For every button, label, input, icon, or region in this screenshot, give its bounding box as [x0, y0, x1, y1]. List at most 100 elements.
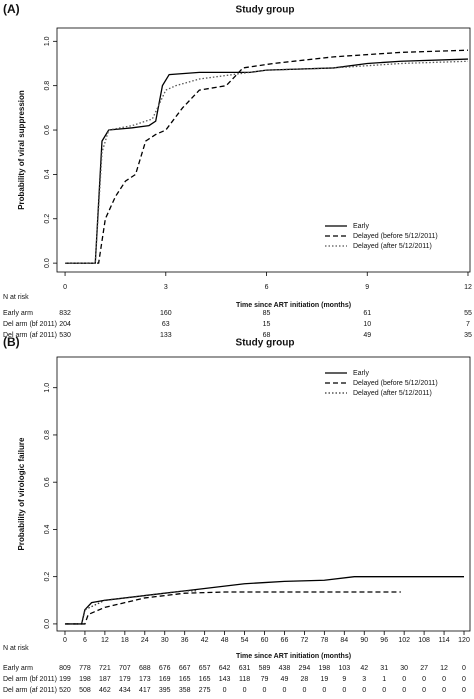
risk-count: 1: [382, 676, 386, 683]
risk-count: 179: [119, 676, 131, 683]
panel-label: (B): [3, 335, 20, 349]
risk-count: 204: [59, 321, 71, 328]
plot-box: [56, 27, 471, 273]
risk-count: 42: [360, 665, 368, 672]
y-tick-label: 0.6: [44, 477, 51, 487]
x-tick-label: 36: [181, 637, 189, 644]
y-axis-label: Probability of viral suppression: [17, 90, 26, 210]
risk-row-label: Del arm (af 2011): [3, 332, 57, 339]
risk-row-label: Del arm (af 2011): [3, 687, 57, 694]
risk-row-label: Del arm (bf 2011): [3, 676, 57, 683]
risk-count: 12: [440, 665, 448, 672]
risk-count: 0: [362, 687, 366, 694]
risk-count: 0: [422, 676, 426, 683]
x-tick-label: 108: [418, 637, 430, 644]
risk-count: 9: [342, 676, 346, 683]
risk-count: 35: [464, 332, 472, 339]
risk-count: 198: [79, 676, 91, 683]
legend-label: Delayed (before 5/12/2011): [353, 380, 438, 387]
risk-count: 589: [259, 665, 271, 672]
risk-count: 28: [301, 676, 309, 683]
x-tick-label: 12: [464, 284, 472, 291]
risk-count: 676: [159, 665, 171, 672]
x-tick-label: 120: [458, 637, 470, 644]
risk-count: 0: [302, 687, 306, 694]
x-tick-label: 66: [281, 637, 289, 644]
risk-count: 0: [422, 687, 426, 694]
risk-count: 55: [464, 310, 472, 317]
x-tick-label: 9: [365, 284, 369, 291]
x-tick-label: 0: [63, 284, 67, 291]
risk-count: 49: [363, 332, 371, 339]
risk-count: 0: [382, 687, 386, 694]
risk-count: 462: [99, 687, 111, 694]
survival-curve: [65, 58, 469, 264]
y-tick-label: 0.4: [44, 524, 51, 534]
legend-label: Early: [353, 370, 369, 377]
x-tick-label: 12: [101, 637, 109, 644]
y-tick-label: 0.0: [44, 619, 51, 629]
y-tick-label: 0.8: [44, 430, 51, 440]
survival-curve: [65, 49, 469, 264]
risk-count: 49: [281, 676, 289, 683]
y-tick-label: 0.2: [44, 572, 51, 582]
risk-count: 0: [462, 665, 466, 672]
x-axis-label: Time since ART initiation (months): [236, 653, 351, 660]
risk-row-label: Early arm: [3, 665, 33, 672]
risk-count: 169: [159, 676, 171, 683]
x-tick-label: 6: [265, 284, 269, 291]
risk-count: 173: [139, 676, 151, 683]
risk-count: 657: [199, 665, 211, 672]
y-tick-label: 0.2: [44, 214, 51, 224]
x-tick-label: 18: [121, 637, 129, 644]
risk-count: 30: [400, 665, 408, 672]
risk-count: 133: [160, 332, 172, 339]
risk-count: 15: [263, 321, 271, 328]
risk-count: 165: [199, 676, 211, 683]
legend-label: Delayed (after 5/12/2011): [353, 390, 432, 397]
risk-count: 0: [442, 687, 446, 694]
risk-count: 275: [199, 687, 211, 694]
risk-count: 0: [282, 687, 286, 694]
x-tick-label: 0: [63, 637, 67, 644]
risk-count: 118: [239, 676, 250, 683]
risk-count: 434: [119, 687, 131, 694]
risk-count: 61: [363, 310, 371, 317]
risk-count: 68: [263, 332, 271, 339]
risk-count: 79: [261, 676, 269, 683]
x-tick-label: 42: [201, 637, 209, 644]
risk-count: 10: [363, 321, 371, 328]
risk-count: 143: [219, 676, 231, 683]
legend-label: Early: [353, 223, 369, 230]
risk-count: 417: [139, 687, 151, 694]
x-tick-label: 102: [398, 637, 410, 644]
risk-count: 0: [243, 687, 247, 694]
x-axis-label: Time since ART initiation (months): [236, 302, 351, 309]
survival-curve: [64, 576, 465, 625]
risk-count: 160: [160, 310, 172, 317]
risk-count: 667: [179, 665, 191, 672]
legend-label: Delayed (after 5/12/2011): [353, 243, 432, 250]
x-tick-label: 96: [380, 637, 388, 644]
risk-count: 778: [79, 665, 91, 672]
risk-count: 0: [462, 687, 466, 694]
risk-table-title: N at risk: [3, 294, 29, 301]
x-tick-label: 24: [141, 637, 149, 644]
legend-label: Delayed (before 5/12/2011): [353, 233, 438, 240]
risk-count: 530: [59, 332, 71, 339]
risk-count: 85: [263, 310, 271, 317]
risk-table-title: N at risk: [3, 645, 29, 652]
risk-count: 707: [119, 665, 131, 672]
chart-title: Study group: [236, 5, 295, 16]
panel-label: (A): [3, 2, 20, 16]
risk-row-label: Early arm: [3, 310, 33, 317]
y-tick-label: 0.8: [44, 81, 51, 91]
risk-count: 199: [59, 676, 71, 683]
y-tick-label: 1.0: [44, 383, 51, 393]
risk-count: 631: [239, 665, 251, 672]
x-tick-label: 84: [340, 637, 348, 644]
y-tick-label: 0.6: [44, 125, 51, 135]
risk-count: 3: [362, 676, 366, 683]
risk-count: 0: [402, 687, 406, 694]
